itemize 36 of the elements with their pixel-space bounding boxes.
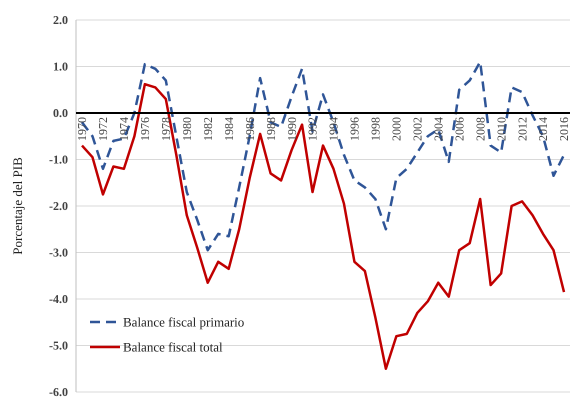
x-tick-label: 1982 <box>200 117 215 141</box>
x-tick-label: 1978 <box>159 117 174 141</box>
x-tick-label: 1996 <box>348 117 362 141</box>
x-tick-label: 1986 <box>242 117 257 141</box>
x-tick-label: 1998 <box>368 117 383 141</box>
legend-label: Balance fiscal total <box>123 340 224 355</box>
x-tick-label: 1990 <box>284 117 299 141</box>
x-tick-label: 2010 <box>494 117 508 141</box>
x-tick-label: 1992 <box>306 117 320 141</box>
legend-label: Balance fiscal primario <box>123 314 244 330</box>
y-tick-label: 2.0 <box>53 13 68 28</box>
x-tick-label: 1980 <box>180 117 194 141</box>
x-tick-label: 1972 <box>96 117 110 141</box>
y-tick-label: 1.0 <box>53 60 68 74</box>
x-tick-label: 2008 <box>473 117 488 141</box>
y-tick-label: -2.0 <box>49 199 68 214</box>
y-tick-label: 0.0 <box>53 106 68 120</box>
x-tick-label: 2006 <box>452 117 466 141</box>
x-tick-label: 1974 <box>117 117 132 141</box>
y-tick-label: -3.0 <box>49 246 68 260</box>
x-tick-label: 2014 <box>536 117 550 141</box>
y-tick-label: -1.0 <box>49 152 68 167</box>
y-tick-label: -5.0 <box>49 338 68 353</box>
x-tick-label: 2002 <box>410 117 425 141</box>
x-tick-label: 2000 <box>390 117 404 141</box>
x-tick-label: 2016 <box>557 117 572 141</box>
y-axis-title: Porcentaje del PIB <box>10 156 25 255</box>
y-tick-label: -6.0 <box>49 385 68 400</box>
x-tick-label: 2012 <box>515 117 530 141</box>
x-tick-label: 1988 <box>264 117 278 141</box>
y-tick-label: -4.0 <box>49 292 68 306</box>
x-tick-label: 1970 <box>75 117 90 141</box>
x-tick-label: 2004 <box>431 117 446 141</box>
x-tick-label: 1976 <box>138 117 152 141</box>
x-tick-label: 1994 <box>326 117 341 141</box>
x-tick-label: 1984 <box>222 117 236 141</box>
